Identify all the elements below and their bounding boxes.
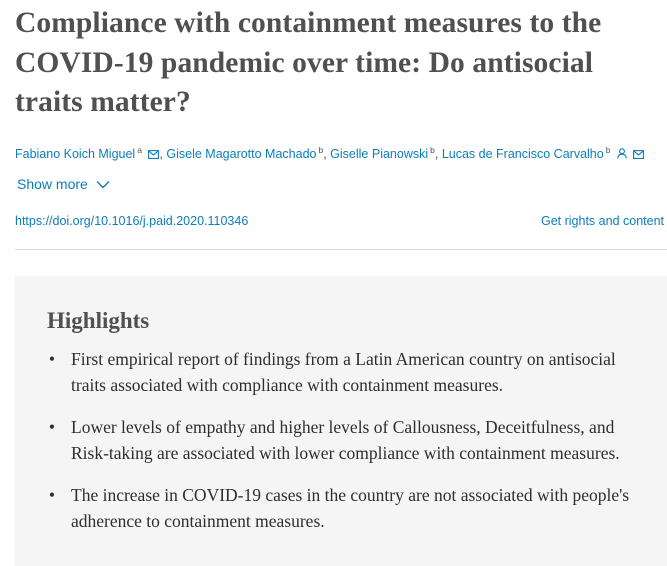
- mail-icon[interactable]: [148, 150, 160, 159]
- person-icon[interactable]: [617, 148, 627, 159]
- article-title: Compliance with containment measures to …: [15, 7, 602, 118]
- bullet-icon: •: [48, 485, 56, 505]
- show-more-label: Show more: [17, 176, 88, 192]
- highlights-heading: Highlights: [47, 308, 150, 333]
- author-link[interactable]: Lucas de Francisco Carvalho: [441, 147, 604, 161]
- author-separator: ,: [434, 147, 442, 161]
- list-item: • First empirical report of findings fro…: [47, 346, 647, 398]
- rights-link[interactable]: Get rights and content: [541, 214, 664, 228]
- author-separator: ,: [323, 147, 331, 161]
- bullet-icon: •: [48, 349, 56, 369]
- author-list: Fabiano Koich Miguel a , Gisele Magarotto…: [15, 141, 667, 163]
- mail-icon[interactable]: [633, 150, 645, 159]
- bullet-icon: •: [48, 417, 56, 437]
- highlights-box: Highlights • First empirical report of f…: [15, 276, 667, 566]
- doi-link[interactable]: https://doi.org/10.1016/j.paid.2020.1103…: [15, 214, 249, 228]
- highlights-list: • First empirical report of findings fro…: [47, 346, 647, 534]
- highlight-text: Lower levels of empathy and higher level…: [71, 417, 620, 463]
- author-link[interactable]: Fabiano Koich Miguel: [15, 147, 136, 161]
- affiliation-marker[interactable]: b: [605, 145, 611, 155]
- author-link[interactable]: Giselle Pianowski: [330, 147, 429, 161]
- list-item: • Lower levels of empathy and higher lev…: [47, 414, 647, 466]
- affiliation-marker[interactable]: b: [430, 145, 435, 155]
- affiliation-marker[interactable]: a: [137, 145, 142, 155]
- list-item: • The increase in COVID-19 cases in the …: [47, 482, 647, 534]
- author-link[interactable]: Gisele Magarotto Machado: [166, 147, 317, 161]
- divider: [15, 249, 667, 250]
- highlight-text: First empirical report of findings from …: [71, 349, 616, 395]
- show-more-button[interactable]: Show more: [17, 174, 110, 194]
- author-separator: ,: [159, 147, 167, 161]
- chevron-down-icon: [96, 180, 110, 188]
- highlight-text: The increase in COVID-19 cases in the co…: [71, 485, 630, 531]
- affiliation-marker[interactable]: b: [318, 145, 324, 155]
